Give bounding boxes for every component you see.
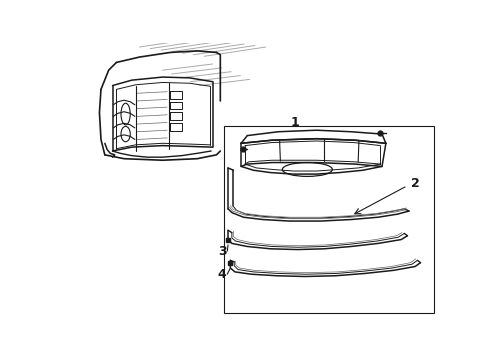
Text: 2: 2 xyxy=(411,177,420,190)
Text: 3: 3 xyxy=(218,244,226,258)
Text: 4: 4 xyxy=(218,268,226,281)
Text: 1: 1 xyxy=(291,116,299,129)
Bar xyxy=(224,126,434,313)
